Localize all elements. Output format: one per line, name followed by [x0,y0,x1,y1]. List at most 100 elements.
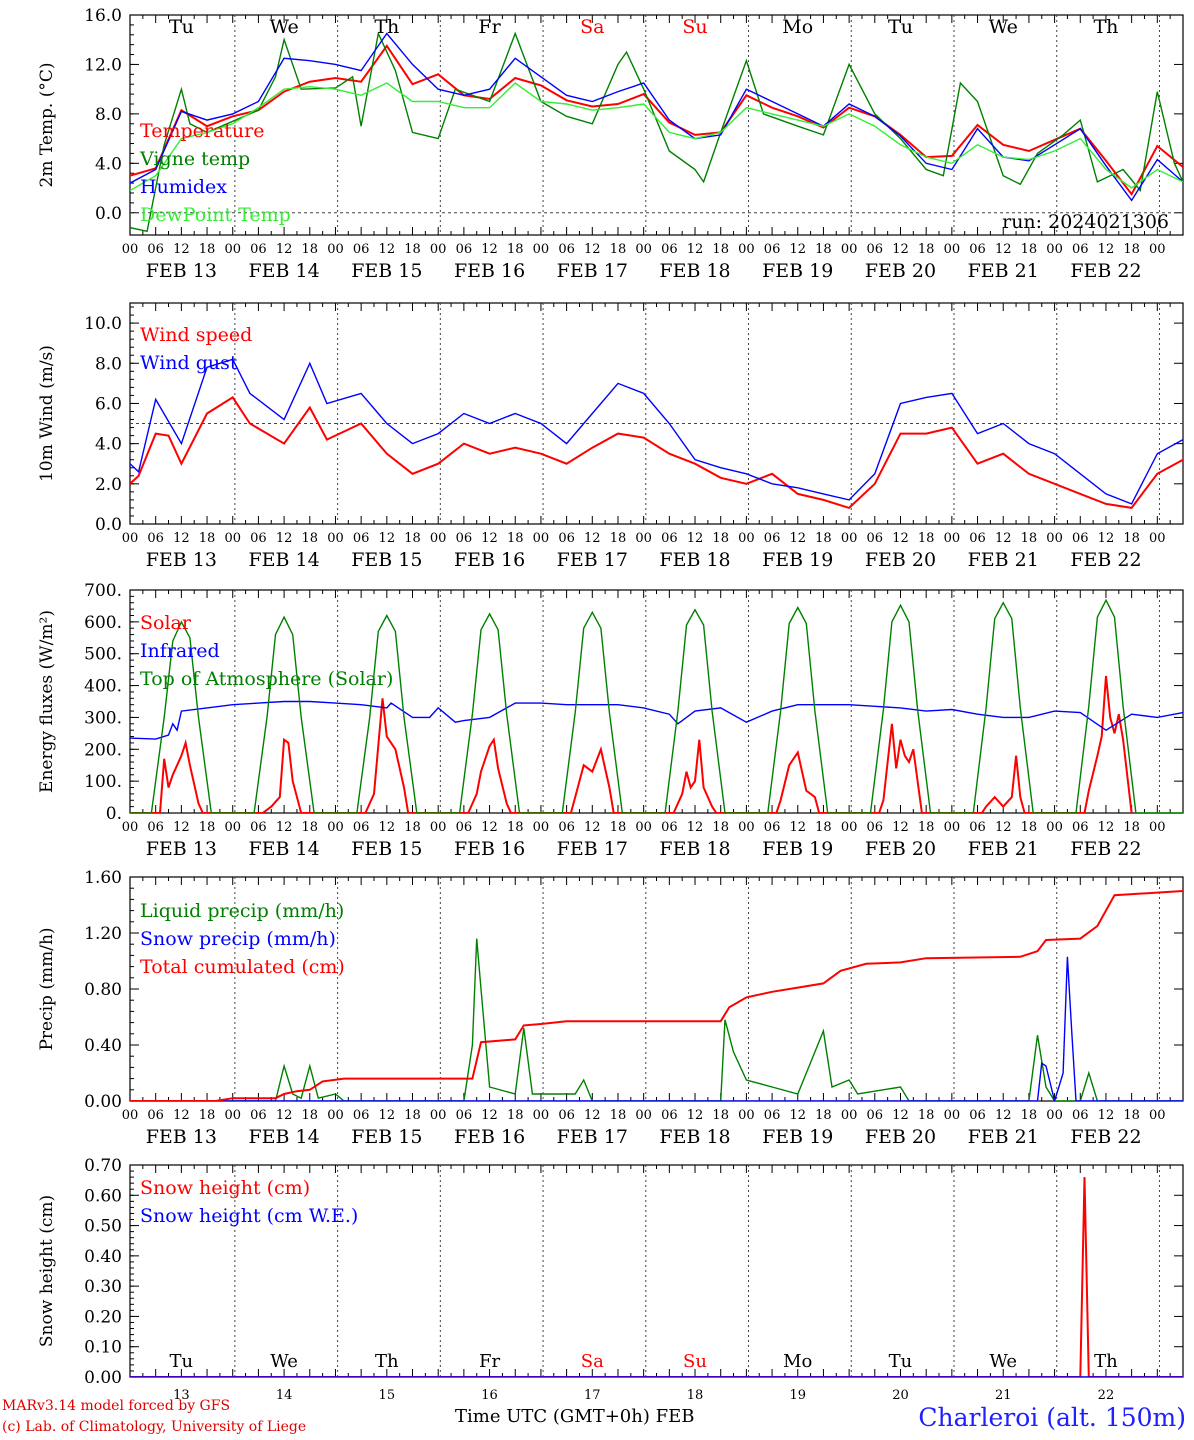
hour-tick-label: 06 [147,1108,164,1123]
plot-frame [129,14,1184,236]
date-label: FEB 22 [1070,260,1141,282]
series-line-infrared [130,700,1183,740]
hour-tick-label: 06 [147,531,164,546]
day-number-label: 14 [276,1388,293,1403]
weekday-label: Th [375,1351,399,1372]
hour-tick-label: 06 [969,820,986,835]
hour-tick-label: 06 [1072,1108,1089,1123]
hour-tick-label: 18 [199,242,216,257]
weekday-label: Th [1093,16,1118,38]
day-number-label: 16 [481,1388,498,1403]
y-tick-label: 0.0 [95,204,122,224]
day-number-label: 15 [379,1388,396,1403]
hour-tick-label: 18 [815,242,832,257]
hour-tick-label: 18 [404,531,421,546]
hour-tick-label: 12 [1098,820,1115,835]
hour-tick-label: 12 [173,1108,190,1123]
hour-tick-label: 18 [1021,1108,1038,1123]
legend-entry: Humidex [140,176,227,198]
hour-tick-label: 12 [1098,531,1115,546]
hour-tick-label: 12 [481,1108,498,1123]
hour-tick-label: 00 [224,1108,241,1123]
date-label: FEB 14 [248,549,319,571]
weekday-label: Fr [478,16,501,38]
date-label: FEB 15 [351,838,422,860]
hour-tick-label: 06 [661,531,678,546]
hour-tick-label: 12 [173,820,190,835]
hour-tick-label: 18 [712,1108,729,1123]
hour-tick-label: 06 [969,531,986,546]
day-number-label: 20 [892,1388,909,1403]
hour-tick-label: 18 [302,242,319,257]
hour-tick-label: 00 [1046,531,1063,546]
hour-tick-label: 06 [456,1108,473,1123]
date-label: FEB 20 [865,1126,936,1148]
y-tick-label: 0.50 [84,1217,122,1237]
hour-tick-label: 06 [764,242,781,257]
hour-tick-label: 00 [122,242,139,257]
y-axis-label: 2m Temp. (°C) [37,62,57,187]
hour-tick-label: 00 [122,820,139,835]
hour-tick-label: 12 [995,531,1012,546]
hour-tick-label: 18 [404,1108,421,1123]
hour-tick-label: 12 [379,1108,396,1123]
y-tick-label: 0.80 [84,980,122,1000]
legend-entry: Total cumulated (cm) [140,956,345,978]
day-number-label: 17 [584,1388,601,1403]
hour-tick-label: 12 [687,820,704,835]
weekday-label: We [270,1351,298,1372]
y-tick-label: 300. [84,708,122,728]
hour-tick-label: 12 [1098,1108,1115,1123]
hour-tick-label: 18 [610,820,627,835]
plot-frame [129,302,1184,525]
hour-tick-label: 06 [867,820,884,835]
hour-tick-label: 18 [918,820,935,835]
hour-tick-label: 00 [122,531,139,546]
y-tick-label: 16.0 [84,6,122,26]
date-label: FEB 19 [762,1126,833,1148]
model-credit: MARv3.14 model forced by GFS [2,1398,231,1414]
hour-tick-label: 06 [1072,820,1089,835]
hour-tick-label: 00 [635,1108,652,1123]
hour-tick-label: 00 [1046,820,1063,835]
hour-tick-label: 00 [944,820,961,835]
hour-tick-label: 18 [1123,531,1140,546]
y-tick-label: 0.00 [84,1368,122,1388]
y-axis-label: Energy fluxes (W/m²) [37,610,57,793]
hour-tick-label: 18 [1021,531,1038,546]
y-tick-label: 10.0 [84,314,122,334]
hour-tick-label: 06 [558,1108,575,1123]
date-label: FEB 20 [865,260,936,282]
weekday-label: We [989,16,1018,38]
weekday-label: Su [683,1351,707,1372]
legend-entry: Snow height (cm) [140,1177,310,1199]
series-line-vigne-temp [130,31,1183,233]
y-tick-label: 400. [84,677,122,697]
hour-tick-label: 12 [173,242,190,257]
weekday-label: We [989,1351,1017,1372]
hour-tick-label: 06 [250,1108,267,1123]
hour-tick-label: 12 [789,242,806,257]
hour-tick-label: 18 [1123,1108,1140,1123]
series-line-snow-precip-mm-h [130,956,1183,1101]
weekday-label: Sa [580,16,604,38]
hour-tick-label: 00 [327,531,344,546]
date-label: FEB 19 [762,260,833,282]
hour-tick-label: 12 [379,531,396,546]
date-label: FEB 17 [557,549,628,571]
hour-tick-label: 18 [610,242,627,257]
hour-tick-label: 06 [867,531,884,546]
hour-tick-label: 06 [558,531,575,546]
hour-tick-label: 18 [815,820,832,835]
hour-tick-label: 18 [712,242,729,257]
hour-tick-label: 12 [892,242,909,257]
weekday-label: Mo [783,1351,812,1372]
y-axis-label: Precip (mm/h) [37,927,57,1050]
weekday-label: Mo [782,16,813,38]
series-line-temperature [130,44,1183,197]
weekday-label: Tu [170,1351,194,1372]
hour-tick-label: 00 [533,531,550,546]
date-label: FEB 20 [865,838,936,860]
hour-tick-label: 18 [507,531,524,546]
